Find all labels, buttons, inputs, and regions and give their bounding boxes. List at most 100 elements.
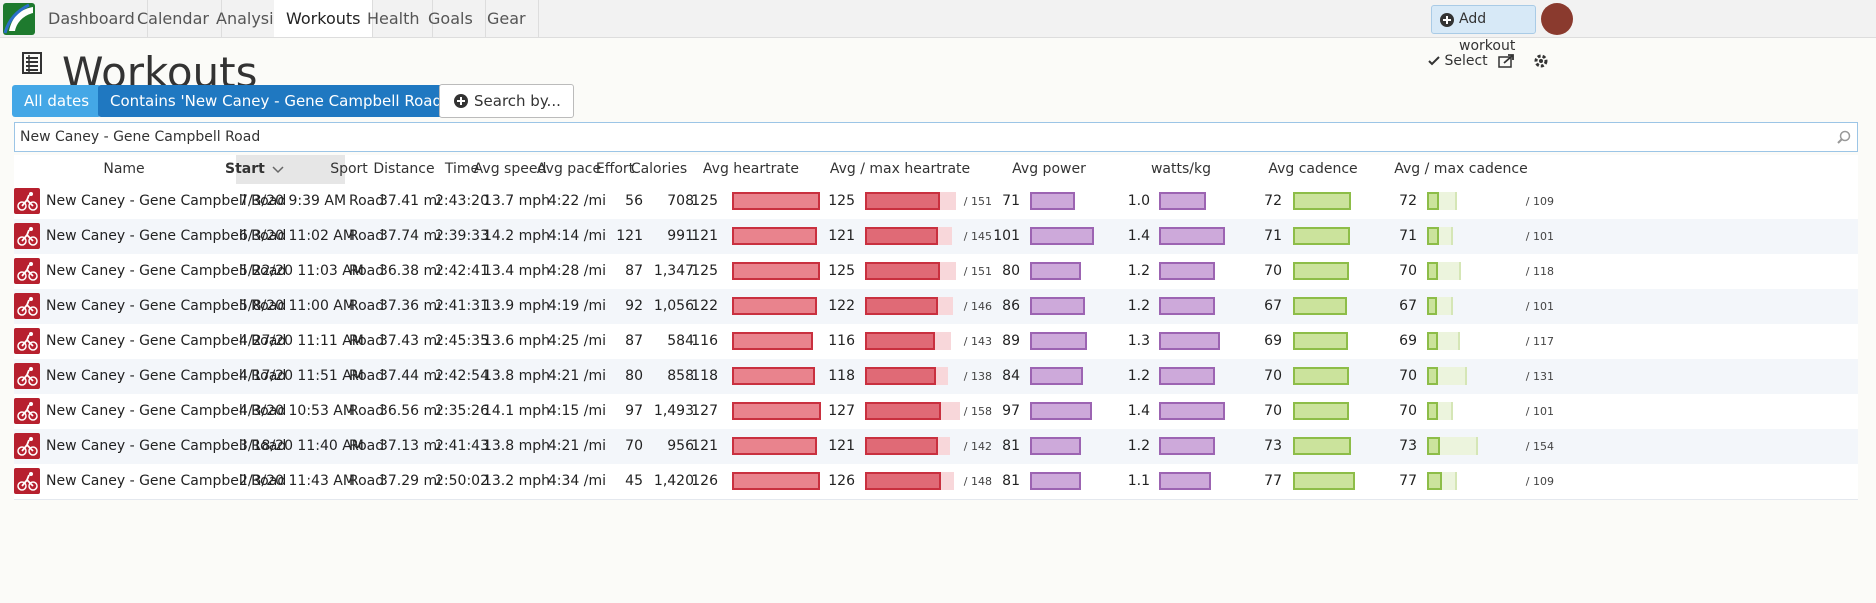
column-header[interactable]: Avg / max heartrate	[829, 161, 971, 177]
nav-item[interactable]: Calendar	[125, 0, 222, 37]
add-workout-button[interactable]: Add workout	[1431, 5, 1536, 54]
bar	[1030, 367, 1084, 385]
cadence-cell: 77	[1264, 473, 1282, 489]
table-row[interactable]: New Caney - Gene Campbell Road 4/27/20 11…	[14, 324, 1858, 360]
bar	[1293, 332, 1349, 350]
table-row[interactable]: New Caney - Gene Campbell Road 4/17/20 11…	[14, 359, 1858, 395]
column-header[interactable]: Avg speed	[473, 161, 547, 177]
table-row[interactable]: New Caney - Gene Campbell Road 2/3/20 11:…	[14, 464, 1858, 500]
table-row[interactable]: New Caney - Gene Campbell Road 7/3/20 9:3…	[14, 184, 1858, 220]
nav-item[interactable]: Gear	[475, 0, 539, 37]
nav-item[interactable]: Goals	[416, 0, 486, 37]
select-button[interactable]: Select	[1428, 53, 1488, 69]
column-header[interactable]: Avg power	[1012, 161, 1086, 177]
cadence-max-cell: / 109	[1525, 475, 1554, 488]
hr-cell: 122	[691, 298, 718, 314]
name-cell: New Caney - Gene Campbell Road	[46, 298, 287, 314]
column-header[interactable]: Sport	[330, 161, 368, 177]
effort-cell: 56	[625, 193, 643, 209]
bar	[1427, 297, 1437, 315]
bar	[1293, 262, 1349, 280]
column-header[interactable]: Avg cadence	[1268, 161, 1358, 177]
calories-cell: 1,493	[653, 403, 694, 419]
cadence-cell: 72	[1264, 193, 1282, 209]
bar	[1293, 192, 1351, 210]
time-cell: 2:42:54	[435, 368, 489, 384]
column-header[interactable]: watts/kg	[1150, 161, 1211, 177]
column-header[interactable]: Distance	[373, 161, 435, 177]
speed-cell: 13.7 mph	[482, 193, 550, 209]
wkg-cell: 1.4	[1127, 228, 1150, 244]
bar	[1427, 332, 1438, 350]
bar	[732, 367, 815, 385]
bar	[1427, 262, 1439, 280]
cadence-avg-cell: 70	[1399, 368, 1417, 384]
column-header[interactable]: Avg pace	[536, 161, 602, 177]
start-cell: 5/8/20 11:00 AM	[239, 298, 355, 314]
calories-cell: 1,056	[653, 298, 694, 314]
pace-cell: 4:22 /mi	[547, 193, 606, 209]
table-row[interactable]: New Caney - Gene Campbell Road 5/8/20 11:…	[14, 289, 1858, 325]
search-by-button[interactable]: Search by...	[439, 84, 574, 118]
start-cell: 4/27/20 11:11 AM	[239, 333, 364, 349]
bar	[1159, 367, 1216, 385]
nav-item[interactable]: Workouts	[274, 0, 374, 37]
column-header[interactable]: Name	[103, 161, 145, 177]
export-icon[interactable]	[1498, 54, 1514, 68]
search-input[interactable]: New Caney - Gene Campbell Road	[14, 122, 1858, 152]
column-header[interactable]: Calories	[630, 161, 688, 177]
distance-cell: 37.36 mi	[378, 298, 441, 314]
column-header[interactable]: Avg heartrate	[702, 161, 800, 177]
name-cell: New Caney - Gene Campbell Road	[46, 193, 287, 209]
bar	[1030, 402, 1092, 420]
nav-bar: Dashboard Calendar Analysis Workouts Health G…	[0, 0, 1876, 54]
hr-avg-cell: 122	[828, 298, 855, 314]
table-row[interactable]: New Caney - Gene Campbell Road 3/18/20 11…	[14, 429, 1858, 465]
cadence-max-cell: / 154	[1525, 440, 1554, 453]
name-cell: New Caney - Gene Campbell Road	[46, 438, 287, 454]
column-header[interactable]: Time	[444, 161, 480, 177]
column-header[interactable]: Start	[225, 161, 265, 177]
bar	[865, 437, 938, 455]
bar	[1030, 332, 1087, 350]
sport-cell: Road	[349, 193, 385, 209]
time-cell: 2:42:41	[435, 263, 489, 279]
hr-max-cell: / 142	[963, 440, 992, 453]
power-cell: 71	[1002, 193, 1020, 209]
cadence-cell: 67	[1264, 298, 1282, 314]
column-header[interactable]: Effort	[595, 161, 635, 177]
cadence-avg-cell: 73	[1399, 438, 1417, 454]
hr-avg-cell: 121	[828, 228, 855, 244]
start-cell: 2/3/20 11:43 AM	[239, 473, 355, 489]
power-cell: 86	[1002, 298, 1020, 314]
speed-cell: 14.1 mph	[482, 403, 550, 419]
time-cell: 2:39:33	[435, 228, 489, 244]
all-dates-chip[interactable]: All dates	[12, 85, 102, 117]
cadence-cell: 73	[1264, 438, 1282, 454]
calories-cell: 991	[667, 228, 694, 244]
table-row[interactable]: New Caney - Gene Campbell Road 4/3/20 10:…	[14, 394, 1858, 430]
nav-item[interactable]: Health	[355, 0, 433, 37]
nav-item[interactable]: Dashboard	[36, 0, 148, 37]
pace-cell: 4:25 /mi	[547, 333, 606, 349]
logo[interactable]	[3, 3, 35, 35]
sport-cell: Road	[349, 368, 385, 384]
settings-icon[interactable]	[1533, 53, 1549, 69]
cadence-avg-cell: 70	[1399, 263, 1417, 279]
contains-chip[interactable]: Contains 'New Caney - Gene Campbell Road…	[98, 85, 481, 117]
cadence-max-cell: / 118	[1525, 265, 1554, 278]
bar	[1030, 192, 1076, 210]
table-row[interactable]: New Caney - Gene Campbell Road 5/22/20 11…	[14, 254, 1858, 290]
cadence-cell: 69	[1264, 333, 1282, 349]
avatar[interactable]	[1541, 3, 1573, 35]
wkg-cell: 1.2	[1127, 263, 1150, 279]
column-header[interactable]: Avg / max cadence	[1394, 161, 1528, 177]
cadence-max-cell: / 131	[1525, 370, 1554, 383]
distance-cell: 37.43 mi	[378, 333, 441, 349]
bar	[1030, 227, 1095, 245]
hr-max-cell: / 146	[963, 300, 992, 313]
table-row[interactable]: New Caney - Gene Campbell Road 6/3/20 11:…	[14, 219, 1858, 255]
bar	[732, 472, 821, 490]
distance-cell: 37.29 mi	[378, 473, 441, 489]
